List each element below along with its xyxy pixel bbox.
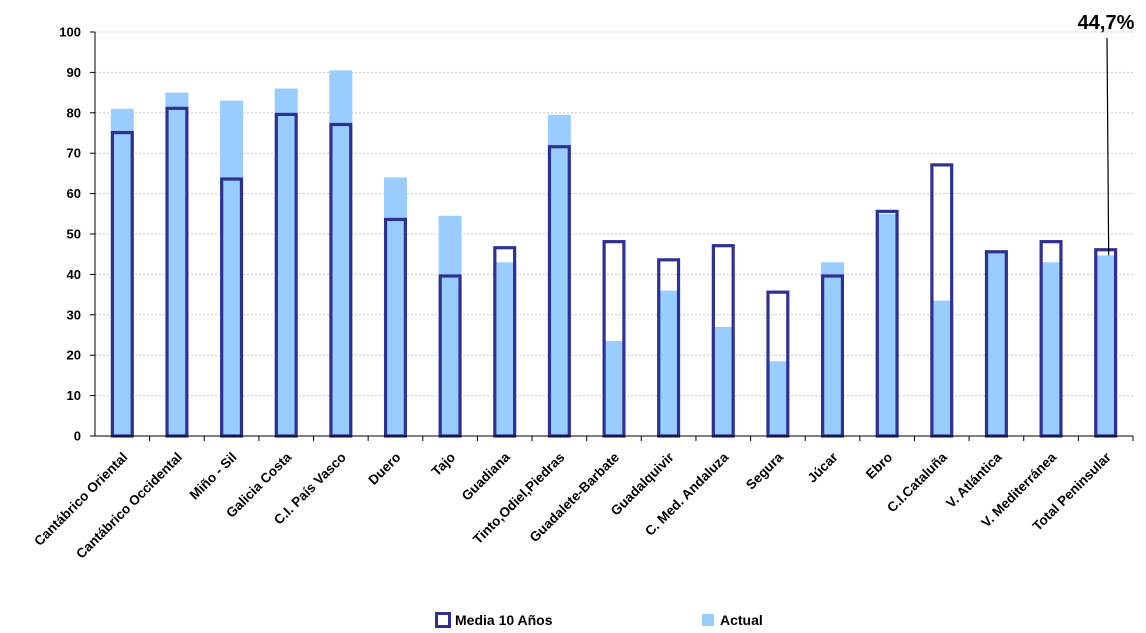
x-tick-label: Miño - Sil [187,450,240,503]
y-tick-label: 70 [67,146,81,161]
y-tick-label: 30 [67,307,81,322]
y-tick-label: 10 [67,388,81,403]
y-tick-labels: 0 10 20 30 40 50 60 70 80 90 100 [59,25,81,444]
actual-bar [602,341,626,436]
x-tick-label: Guadalete-Barbate [527,449,623,545]
legend-label-media: Media 10 Años [455,612,553,628]
y-tick-label: 50 [67,227,81,242]
x-tick-label: Cantábrico Occidental [73,450,185,562]
y-tick-label: 40 [67,267,81,282]
callout-label: 44,7% [1078,12,1135,34]
axes [90,31,1134,441]
actual-bar [383,177,407,436]
actual-bar [984,252,1008,436]
actual-bar [766,361,790,436]
x-tick-label: Guadiana [459,449,513,503]
y-tick-label: 0 [74,429,81,444]
x-tick-label: Tajo [429,450,459,480]
x-tick-label: Cantábrico Oriental [31,450,130,549]
y-tick-label: 20 [67,348,81,363]
callout-annotation: 44,7% [1078,12,1135,256]
actual-bar [821,262,845,436]
actual-bar [110,108,134,436]
actual-bar [274,88,298,436]
actual-bar [493,262,517,436]
legend-swatch-media [435,612,451,628]
x-tick-label: Ebro [863,450,895,482]
actual-bar [930,300,954,436]
legend-item-actual: Actual [702,612,763,628]
x-tick-label: Tinto,Odiel,Piedras [470,450,567,547]
actual-bar [875,213,899,436]
legend-item-media: Media 10 Años [435,612,553,628]
x-tick-label: Duero [365,450,403,488]
actual-bar [1039,262,1063,436]
actual-bar [711,326,735,436]
legend: Media 10 Años Actual [0,612,1146,632]
x-tick-label: Júcar [805,449,842,486]
y-tick-label: 100 [59,25,81,40]
callout-leader-line [1106,37,1110,256]
actual-bar [329,70,353,436]
y-tick-label: 90 [67,65,81,80]
actual-bar [1094,255,1118,436]
grid-lines [95,31,1133,397]
actual-bar [438,215,462,436]
actual-bar [657,290,681,436]
actual-bar [220,100,244,437]
legend-label-actual: Actual [720,612,763,628]
y-tick-label: 60 [67,186,81,201]
actual-bars [110,70,1118,437]
bar-chart: 0 10 20 30 40 50 60 70 80 90 100 Cantábrico Orient… [31,12,1135,561]
actual-bar [547,114,571,436]
legend-swatch-actual [702,614,714,626]
x-tick-label: Segura [743,449,786,492]
y-tick-label: 80 [67,105,81,120]
actual-bar [165,92,189,436]
